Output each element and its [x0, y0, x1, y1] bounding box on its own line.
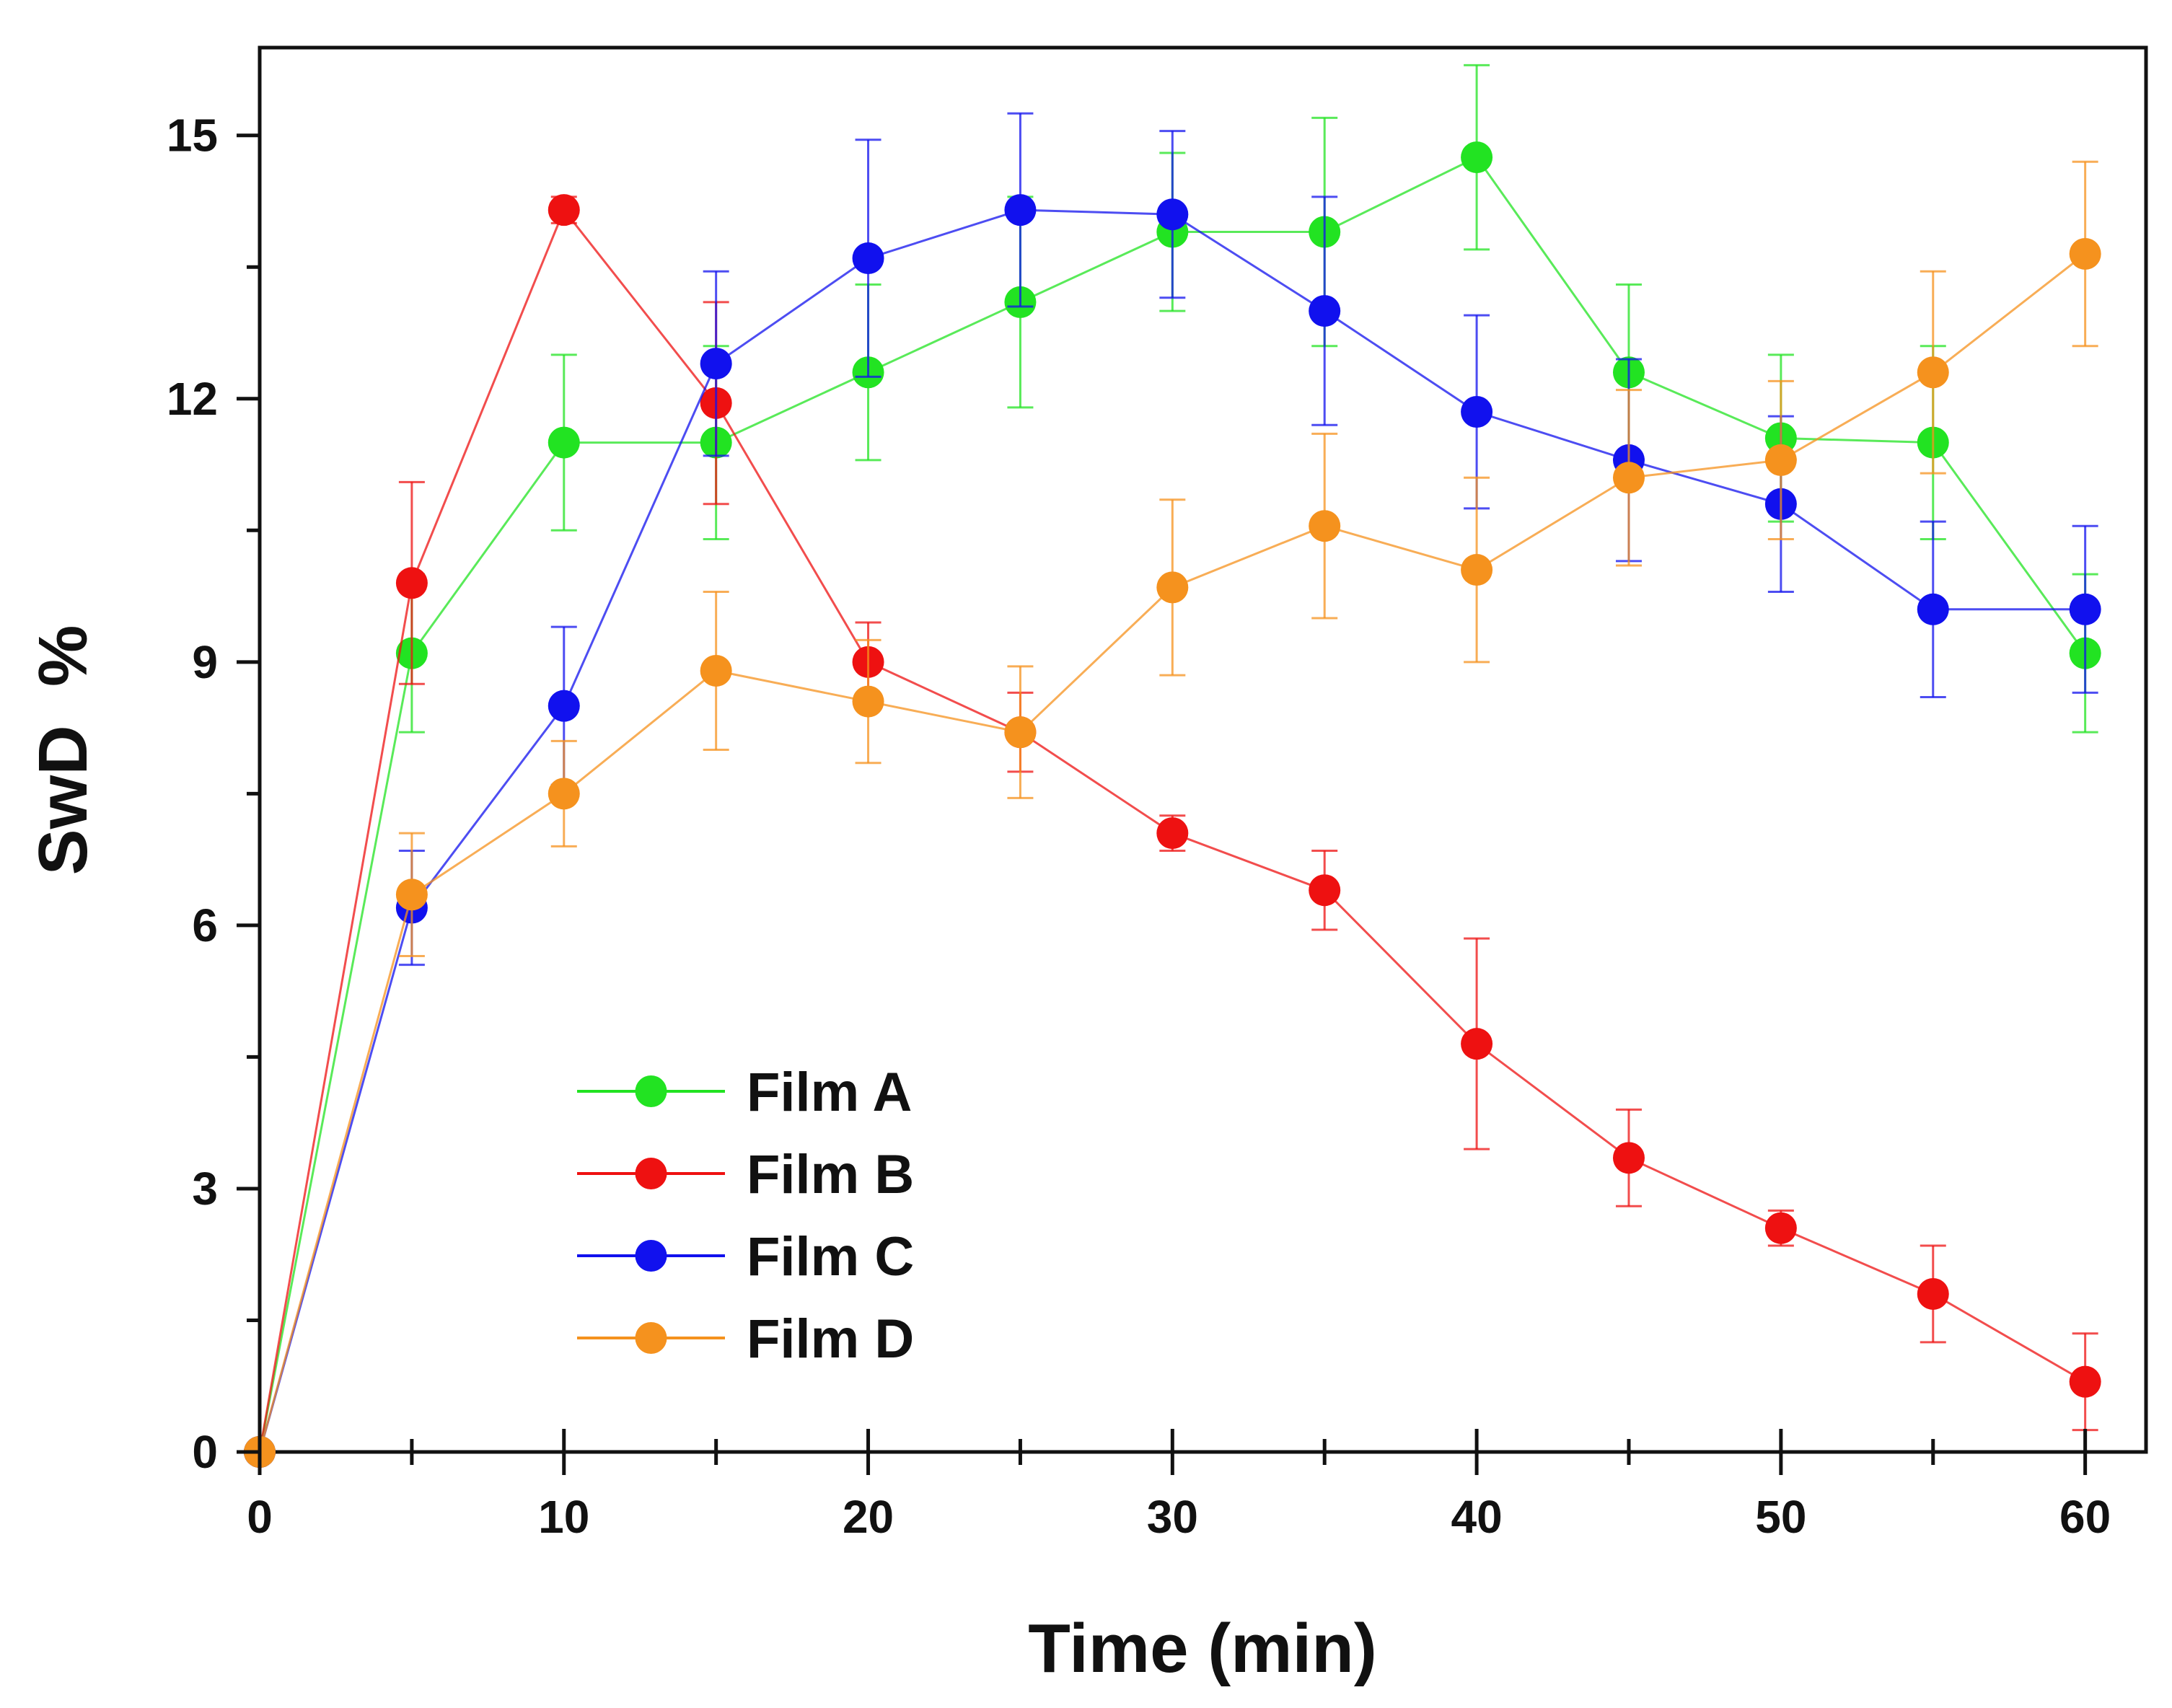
data-point-film-d — [1156, 571, 1189, 604]
data-point-film-c — [1156, 198, 1189, 231]
data-point-film-a — [548, 426, 580, 459]
y-tick-label: 0 — [192, 1426, 218, 1478]
data-point-film-c — [1461, 396, 1493, 428]
series-film-b — [244, 194, 2101, 1468]
series-line-film-a — [258, 156, 2086, 1453]
data-point-film-b — [1764, 1212, 1797, 1244]
y-tick-label: 12 — [167, 373, 218, 425]
data-point-film-b — [1612, 1142, 1645, 1174]
data-point-film-d — [548, 778, 580, 810]
data-point-film-c — [2069, 593, 2101, 625]
data-point-film-b — [2069, 1365, 2101, 1398]
data-point-film-d — [395, 879, 428, 911]
series-line-film-d — [258, 252, 2086, 1453]
legend-marker-film-b — [635, 1158, 667, 1189]
legend-label-film-a: Film A — [747, 1062, 912, 1123]
data-point-film-c — [1004, 194, 1037, 226]
legend-label-film-b: Film B — [747, 1144, 914, 1205]
x-tick-label: 0 — [247, 1491, 273, 1543]
legend: Film A Film B Film C Film D — [577, 1062, 914, 1370]
x-tick-label: 30 — [1147, 1491, 1198, 1543]
data-point-film-c — [700, 348, 732, 380]
data-point-film-b — [1156, 817, 1189, 850]
data-point-film-b — [1461, 1028, 1493, 1060]
data-point-film-b — [548, 194, 580, 226]
data-point-film-d — [1764, 444, 1797, 476]
data-point-film-d — [2069, 237, 2101, 270]
data-point-film-c — [548, 690, 580, 722]
y-tick-label: 9 — [192, 636, 218, 688]
series-film-c — [244, 112, 2101, 1468]
legend-label-film-d: Film D — [747, 1308, 914, 1370]
data-point-film-b — [395, 567, 428, 599]
data-point-film-b — [1309, 874, 1341, 907]
legend-marker-film-c — [635, 1240, 667, 1272]
legend-label-film-c: Film C — [747, 1226, 914, 1287]
series-film-d — [244, 160, 2101, 1468]
data-point-film-c — [1309, 295, 1341, 327]
legend-marker-film-a — [635, 1075, 667, 1107]
plot-frame — [258, 45, 2148, 1454]
data-point-film-a — [1461, 141, 1493, 174]
data-point-film-d — [1917, 356, 1949, 389]
data-point-film-b — [1917, 1277, 1949, 1310]
data-point-film-d — [1461, 554, 1493, 586]
x-tick-label: 10 — [538, 1491, 589, 1543]
y-tick-label: 6 — [192, 899, 218, 951]
y-tick-label: 15 — [167, 110, 218, 162]
data-point-film-c — [1917, 593, 1949, 625]
x-tick-label: 50 — [1755, 1491, 1806, 1543]
y-axis-title: SwD % — [25, 625, 102, 876]
data-point-film-d — [700, 654, 732, 687]
x-axis-title: Time (min) — [1028, 1610, 1377, 1687]
data-point-film-d — [1612, 462, 1645, 494]
x-tick-label: 40 — [1451, 1491, 1503, 1543]
data-point-film-d — [1004, 716, 1037, 749]
data-point-film-d — [852, 685, 884, 718]
legend-marker-film-d — [635, 1322, 667, 1354]
data-point-film-c — [852, 242, 884, 275]
x-tick-label: 20 — [843, 1491, 894, 1543]
x-tick-label: 60 — [2059, 1491, 2111, 1543]
y-tick-label: 3 — [192, 1163, 218, 1215]
data-point-film-d — [1309, 510, 1341, 542]
